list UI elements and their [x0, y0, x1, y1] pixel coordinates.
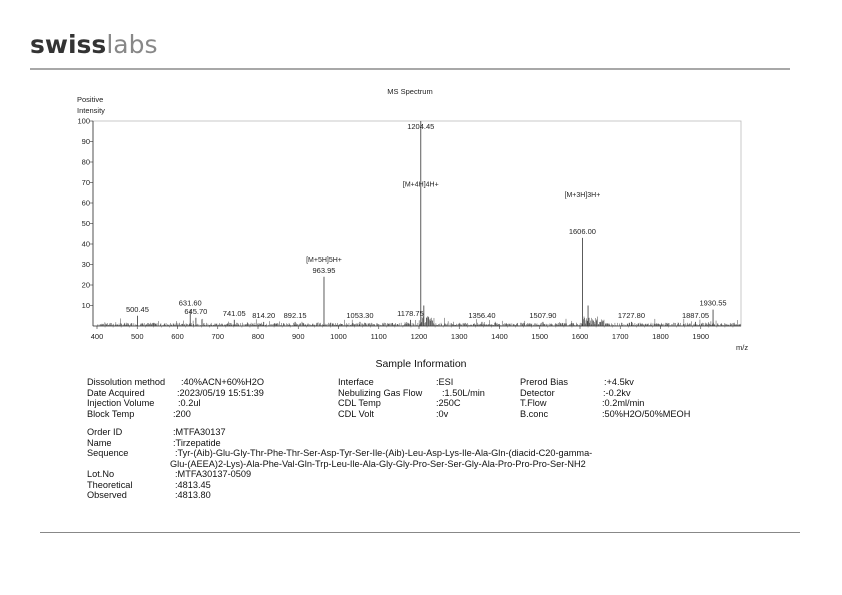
x-tick-label: 1300	[451, 332, 468, 341]
info-label: Injection Volume	[87, 398, 155, 408]
x-tick-label: 1900	[692, 332, 709, 341]
peak-label: 1727.80	[618, 311, 645, 320]
peak-label: 1204.45	[407, 122, 434, 131]
x-tick-label: 1100	[371, 332, 387, 341]
peak-label: 1930.55	[699, 299, 726, 308]
peak-label: 500.45	[126, 305, 149, 314]
y-tick-label: 60	[82, 199, 90, 208]
name-label: Name	[87, 437, 112, 448]
info-label: Detector	[520, 387, 555, 398]
info-value: :2023/05/19 15:51:39	[177, 387, 264, 398]
x-tick-label: 1700	[612, 332, 629, 341]
y-tick-label: 10	[82, 301, 90, 310]
y-tick-label: 50	[82, 219, 90, 228]
peak-label: 814.20	[252, 311, 275, 320]
info-value: :50%H2O/50%MEOH	[602, 408, 691, 419]
sequence-value-line2: Glu-(AEEA)2-Lys)-Ala-Phe-Val-Gln-Trp-Leu…	[170, 458, 586, 469]
sample-info-col1: Dissolution method :40%ACN+60%H2O Date Ac…	[87, 377, 264, 419]
peak-label: 645.70	[184, 307, 207, 316]
x-tick-label: 1800	[652, 332, 669, 341]
info-value: :1.50L/min	[442, 387, 485, 398]
footer-divider	[40, 532, 800, 533]
peak-label: 1507.90	[529, 311, 556, 320]
y-tick-label: 30	[82, 260, 90, 269]
info-label: Block Temp	[87, 408, 135, 419]
peak-annotation: [M+5H]5H+	[306, 257, 342, 264]
info-value: :40%ACN+60%H2O	[181, 377, 264, 387]
peak-label: 1053.30	[346, 311, 373, 320]
info-label: Interface	[338, 377, 374, 387]
sample-info-col2: Interface :ESI Nebulizing Gas Flow :1.50L/…	[338, 377, 485, 419]
ms-spectrum-chart: MS Spectrum Positive Intensity m/z 400 50…	[77, 87, 748, 352]
info-label: B.conc	[520, 408, 549, 419]
theoretical-label: Theoretical	[87, 479, 133, 490]
y-axis-label-line2: Intensity	[77, 106, 105, 115]
sample-information-title: Sample Information	[375, 358, 467, 370]
peak-label: 1887.05	[682, 311, 709, 320]
peak-annotation: [M+4H]4H+	[403, 182, 439, 189]
peak-label: 892.15	[284, 311, 307, 320]
header-divider	[30, 68, 790, 70]
x-tick-label: 500	[131, 332, 144, 341]
observed-label: Observed	[87, 490, 127, 500]
info-label: Date Acquired	[87, 387, 145, 398]
info-label: Prerod Bias	[520, 377, 569, 387]
order-id-label: Order ID	[87, 427, 123, 437]
x-tick-label: 1000	[330, 332, 347, 341]
x-tick-label: 700	[211, 332, 224, 341]
observed-value: :4813.80	[175, 490, 211, 500]
peak-label: 1356.40	[468, 311, 495, 320]
y-tick-label: 40	[82, 240, 90, 249]
peak-label: 631.60	[179, 299, 202, 308]
plot-frame	[92, 120, 742, 327]
peak-annotation: [M+3H]3H+	[565, 192, 601, 199]
y-tick-label: 90	[82, 137, 90, 146]
logo-part1: swiss	[30, 30, 107, 59]
info-value: :0v	[436, 408, 449, 419]
x-axis-label: m/z	[736, 343, 748, 352]
y-tick-label: 100	[77, 117, 90, 126]
info-value: :0.2ul	[178, 398, 201, 408]
peak-label: 1606.00	[569, 227, 596, 236]
product-info: Order ID :MTFA30137 Name :Tirzepatide Sequ…	[87, 427, 592, 501]
info-value: :200	[173, 408, 191, 419]
chart-title: MS Spectrum	[387, 87, 432, 96]
peak-label: 741.05	[223, 309, 246, 318]
x-tick-label: 1200	[411, 332, 428, 341]
y-tick-label: 80	[82, 158, 90, 167]
info-value: :+4.5kv	[604, 377, 634, 387]
info-label: CDL Temp	[338, 398, 381, 408]
y-axis-label-line1: Positive	[77, 95, 103, 104]
info-label: CDL Volt	[338, 408, 374, 419]
info-value: :0.2ml/min	[602, 398, 645, 408]
x-tick-label: 1500	[531, 332, 548, 341]
info-label: Nebulizing Gas Flow	[338, 387, 423, 398]
info-value: :-0.2kv	[603, 387, 631, 398]
y-tick-label: 70	[82, 178, 90, 187]
sequence-label: Sequence	[87, 448, 129, 458]
theoretical-value: :4813.45	[175, 479, 211, 490]
name-value: :Tirzepatide	[173, 437, 221, 448]
swisslabs-logo: swisslabs	[30, 30, 157, 59]
lot-no-label: Lot.No	[87, 469, 115, 479]
lot-no-value: :MTFA30137-0509	[175, 469, 252, 479]
peak-label: 963.95	[313, 266, 336, 275]
x-tick-label: 400	[91, 332, 104, 341]
peak-label: 1178.75	[397, 309, 424, 318]
x-tick-label: 1400	[491, 332, 508, 341]
info-value: :250C	[436, 398, 461, 408]
info-label: Dissolution method	[87, 377, 166, 387]
sequence-value-line1: :Tyr-(Aib)-Glu-Gly-Thr-Phe-Thr-Ser-Asp-T…	[175, 448, 593, 458]
x-tick-label: 900	[292, 332, 305, 341]
x-tick-label: 1600	[572, 332, 589, 341]
y-tick-label: 20	[82, 281, 90, 290]
x-tick-label: 600	[171, 332, 184, 341]
info-value: :ESI	[436, 377, 454, 387]
order-id-value: :MTFA30137	[173, 427, 226, 437]
sample-info-col3: Prerod Bias :+4.5kv Detector :-0.2kv T.Flo…	[520, 377, 690, 419]
logo-part2: labs	[106, 30, 158, 59]
info-label: T.Flow	[520, 398, 547, 408]
x-tick-label: 800	[252, 332, 265, 341]
